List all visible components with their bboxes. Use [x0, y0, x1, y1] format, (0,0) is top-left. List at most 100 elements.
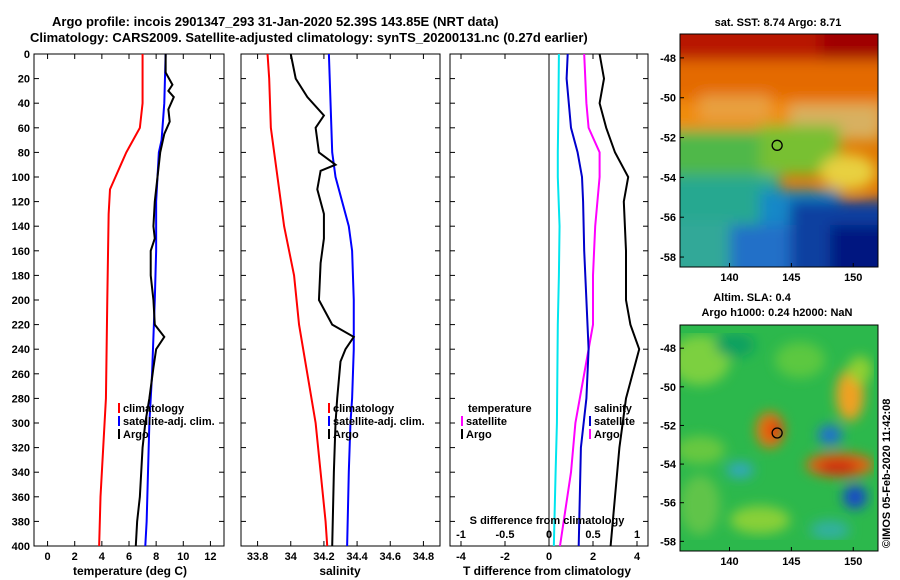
depth-tick-label: 360	[12, 492, 30, 504]
temp-argo-line	[134, 54, 175, 547]
temp-xtick-label: 2	[72, 551, 78, 563]
sal-legend-2: Argo	[333, 429, 359, 441]
depth-tick-label: 400	[12, 541, 30, 553]
temp-climatology-line	[98, 54, 144, 547]
diff-x2tick-label: -1	[456, 529, 466, 541]
diff-legend-right-1: Argo	[594, 429, 620, 441]
sal-frame	[240, 53, 441, 547]
depth-tick-label: 80	[18, 147, 30, 159]
sst-ytick-label: -50	[660, 93, 676, 105]
sal-xtick-label: 34	[285, 551, 298, 563]
diff-xtick-label: 0	[546, 551, 552, 563]
sst-ytick-label: -52	[660, 133, 676, 145]
sst-map-title: sat. SST: 8.74 Argo: 8.71	[715, 17, 842, 29]
sal-legend-1: satellite-adj. clim.	[333, 416, 425, 428]
depth-tick-label: 140	[12, 221, 30, 233]
sla-ytick-label: -48	[660, 343, 676, 355]
sst-xtick-label: 145	[782, 272, 800, 284]
temp-legend-2: Argo	[123, 429, 149, 441]
diff-legend-left-1: Argo	[466, 429, 492, 441]
sst-ytick-label: -58	[660, 252, 676, 264]
sla-map-title-1: Altim. SLA: 0.4	[713, 292, 792, 304]
diff-legend-left-title: temperature	[468, 403, 532, 415]
sla-argo-marker	[771, 427, 783, 439]
depth-tick-label: 200	[12, 295, 30, 307]
diff-x2tick-label: 0	[546, 529, 552, 541]
sal-legend-0: climatology	[333, 403, 395, 415]
diff-xtick-label: -4	[456, 551, 467, 563]
depth-tick-label: 40	[18, 98, 30, 110]
temp-xtick-label: 12	[204, 551, 216, 563]
temp-xtick-label: 0	[45, 551, 51, 563]
diff-xtick-label: 4	[634, 551, 641, 563]
sla-ytick-label: -56	[660, 498, 676, 510]
temp-frame	[33, 53, 225, 547]
sal-argo-line	[289, 53, 356, 547]
sla-ytick-label: -50	[660, 382, 676, 394]
depth-tick-label: 260	[12, 369, 30, 381]
difference-x2label: S difference from climatology	[470, 515, 626, 527]
sal-satellite-line	[327, 53, 355, 547]
sla-ytick-label: -52	[660, 420, 676, 432]
sla-xtick-label: 150	[844, 556, 862, 568]
depth-tick-label: 60	[18, 123, 30, 135]
sal-xtick-label: 34.8	[413, 551, 434, 563]
diff-sal-argo-line	[565, 53, 590, 547]
depth-tick-label: 240	[12, 344, 30, 356]
sal-xtick-label: 34.2	[313, 551, 334, 563]
diff-legend-right-title: salinity	[594, 403, 633, 415]
temperature-panel: 0204060801001201401601802002202402602803…	[12, 49, 225, 563]
depth-tick-label: 220	[12, 320, 30, 332]
figure-title-line1: Argo profile: incois 2901347_293 31-Jan-…	[52, 14, 499, 29]
depth-tick-label: 20	[18, 74, 30, 86]
sla-ytick-label: -54	[660, 459, 677, 471]
credit-text: ©IMOS 05-Feb-2020 11:42:08	[881, 399, 893, 548]
sla-xtick-label: 140	[720, 556, 738, 568]
sst-ytick-label: -54	[660, 172, 677, 184]
depth-tick-label: 300	[12, 418, 30, 430]
salinity-xlabel: salinity	[319, 564, 361, 578]
depth-tick-label: 320	[12, 443, 30, 455]
temp-xtick-label: 4	[99, 551, 106, 563]
sst-ytick-label: -56	[660, 212, 676, 224]
depth-tick-label: 160	[12, 246, 30, 258]
sal-xtick-label: 33.8	[247, 551, 268, 563]
sst-xtick-label: 140	[720, 272, 738, 284]
sla-map-title-2: Argo h1000: 0.24 h2000: NaN	[701, 307, 852, 319]
diff-x2tick-label: 0.5	[585, 529, 600, 541]
depth-tick-label: 100	[12, 172, 30, 184]
sst-xtick-label: 150	[844, 272, 862, 284]
difference-panel: -4 -2 0 2 4-1 -0.5 0 0.5 1temperaturesatelliteAr…	[449, 53, 649, 563]
depth-tick-label: 380	[12, 516, 30, 528]
diff-xtick-label: -2	[500, 551, 510, 563]
salinity-panel: 33.8 34 34.2 34.4 34.6 34.8 climatologysatelli…	[240, 53, 441, 563]
diff-temp-satellite-line	[559, 53, 601, 547]
depth-tick-label: 0	[24, 49, 30, 61]
temp-xtick-label: 8	[153, 551, 159, 563]
temp-legend-0: climatology	[123, 403, 185, 415]
sla-ytick-label: -58	[660, 536, 676, 548]
temp-xtick-label: 6	[126, 551, 132, 563]
diff-x2tick-label: -0.5	[496, 529, 515, 541]
depth-tick-label: 120	[12, 197, 30, 209]
diff-legend-left-0: satellite	[466, 416, 507, 428]
sla-map-image	[680, 325, 878, 551]
temp-legend-1: satellite-adj. clim.	[123, 416, 215, 428]
sal-xtick-label: 34.4	[346, 551, 368, 563]
sal-climatology-line	[266, 53, 329, 547]
sla-xtick-label: 145	[782, 556, 800, 568]
diff-temp-argo-line	[598, 53, 641, 547]
sst-map-image	[680, 34, 878, 267]
depth-tick-label: 180	[12, 270, 30, 282]
temp-xtick-label: 10	[177, 551, 189, 563]
diff-xtick-label: 2	[590, 551, 596, 563]
diff-legend-right-0: satellite	[594, 416, 635, 428]
temperature-xlabel: temperature (deg C)	[73, 564, 187, 578]
diff-x2tick-label: 1	[634, 529, 640, 541]
sal-xtick-label: 34.6	[380, 551, 401, 563]
depth-tick-label: 280	[12, 393, 30, 405]
sst-ytick-label: -48	[660, 53, 676, 65]
diff-sal-satellite-line	[552, 53, 561, 547]
difference-xlabel: T difference from climatology	[463, 564, 631, 578]
